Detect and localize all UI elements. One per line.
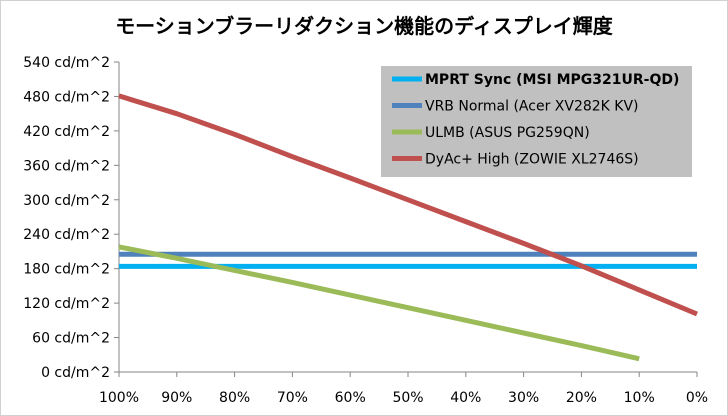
x-tick-label: 0% bbox=[686, 390, 708, 406]
y-tick-label: 120 cd/m^2 bbox=[23, 296, 110, 312]
x-tick-label: 20% bbox=[566, 390, 597, 406]
legend: MPRT Sync (MSI MPG321UR-QD) VRB Normal (A… bbox=[381, 66, 692, 177]
y-tick-label: 60 cd/m^2 bbox=[32, 331, 110, 347]
x-tick-label: 100% bbox=[99, 390, 139, 406]
y-tick-label: 240 cd/m^2 bbox=[23, 227, 110, 243]
y-tick-label: 300 cd/m^2 bbox=[23, 193, 110, 209]
x-tick-label: 70% bbox=[277, 390, 308, 406]
y-tick-label: 540 cd/m^2 bbox=[23, 55, 110, 71]
x-tick-label: 90% bbox=[161, 390, 192, 406]
legend-label-3: ULMB (ASUS PG259QN) bbox=[425, 125, 590, 141]
series-line-4 bbox=[118, 93, 698, 317]
series-line-3 bbox=[118, 244, 640, 362]
x-tick-label: 40% bbox=[450, 390, 481, 406]
legend-background bbox=[381, 66, 692, 177]
x-tick-label: 50% bbox=[392, 390, 423, 406]
x-tick-label: 10% bbox=[624, 390, 655, 406]
chart-title: モーションブラーリダクション機能のディスプレイ輝度 bbox=[115, 14, 613, 38]
x-tick-label: 30% bbox=[508, 390, 539, 406]
axes-group: 0 cd/m^2 60 cd/m^2 120 cd/m^2 180 cd/m^2 240… bbox=[23, 55, 708, 406]
y-tick-label: 0 cd/m^2 bbox=[41, 365, 110, 381]
x-tick-label: 60% bbox=[335, 390, 366, 406]
x-tick-label: 80% bbox=[219, 390, 250, 406]
y-tick-label: 480 cd/m^2 bbox=[23, 89, 110, 105]
y-tick-label: 360 cd/m^2 bbox=[23, 158, 110, 174]
legend-label-1: MPRT Sync (MSI MPG321UR-QD) bbox=[425, 72, 679, 88]
y-tick-label: 420 cd/m^2 bbox=[23, 124, 110, 140]
legend-label-4: DyAc+ High (ZOWIE XL2746S) bbox=[425, 152, 639, 168]
series-lines bbox=[118, 93, 698, 362]
y-tick-label: 180 cd/m^2 bbox=[23, 262, 110, 278]
legend-label-2: VRB Normal (Acer XV282K KV) bbox=[425, 99, 639, 115]
